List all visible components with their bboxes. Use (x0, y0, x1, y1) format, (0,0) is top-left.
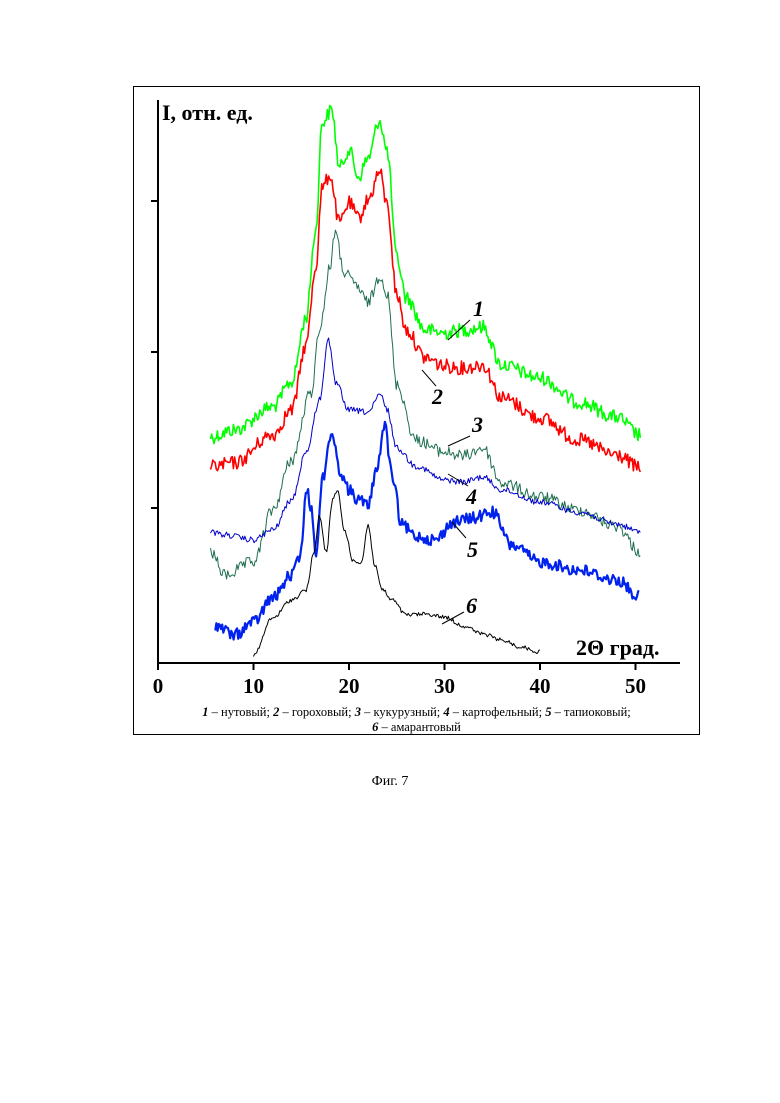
legend-item: 5 – тапиоковый; (545, 705, 631, 719)
curve-label-leader (448, 436, 470, 446)
legend-item: 1 – нутовый; (202, 705, 273, 719)
series-line-2 (211, 169, 641, 472)
legend-item: 4 – картофельный; (443, 705, 545, 719)
legend-item: 6 – амарантовый (372, 720, 461, 734)
x-tick-label: 20 (339, 674, 360, 698)
x-tick-label: 0 (153, 674, 164, 698)
legend-line: 6 – амарантовый (140, 720, 693, 735)
series-line-1 (211, 106, 641, 444)
x-ticks: 0 10 20 30 40 50 (153, 663, 646, 698)
curve-label-5: 5 (467, 537, 478, 562)
x-tick-label: 40 (530, 674, 551, 698)
x-tick-label: 10 (243, 674, 264, 698)
y-axis-title: I, отн. ед. (162, 100, 253, 125)
curve-label-leader (442, 612, 464, 624)
legend: 1 – нутовый; 2 – гороховый; 3 – кукурузн… (140, 705, 693, 735)
legend-item: 3 – кукурузный; (355, 705, 444, 719)
series-group (211, 106, 641, 657)
series-line-5 (215, 422, 639, 640)
curve-label-6: 6 (466, 593, 477, 618)
curve-label-3: 3 (471, 412, 483, 437)
figure-caption: Фиг. 7 (0, 774, 780, 790)
curve-label-leader (448, 320, 470, 340)
xrd-chart: 0 10 20 30 40 50 1 2 3 4 5 6 I, отн. ед. 2Θ град. (0, 0, 780, 1103)
curve-labels: 1 2 3 4 5 6 (422, 296, 484, 624)
legend-line: 1 – нутовый; 2 – гороховый; 3 – кукурузн… (140, 705, 693, 720)
x-tick-label: 50 (625, 674, 646, 698)
curve-label-1: 1 (473, 296, 484, 321)
legend-item: 2 – гороховый; (273, 705, 355, 719)
curve-label-2: 2 (431, 384, 443, 409)
x-tick-label: 30 (434, 674, 455, 698)
x-axis-title: 2Θ град. (576, 635, 659, 660)
curve-label-4: 4 (465, 484, 477, 509)
